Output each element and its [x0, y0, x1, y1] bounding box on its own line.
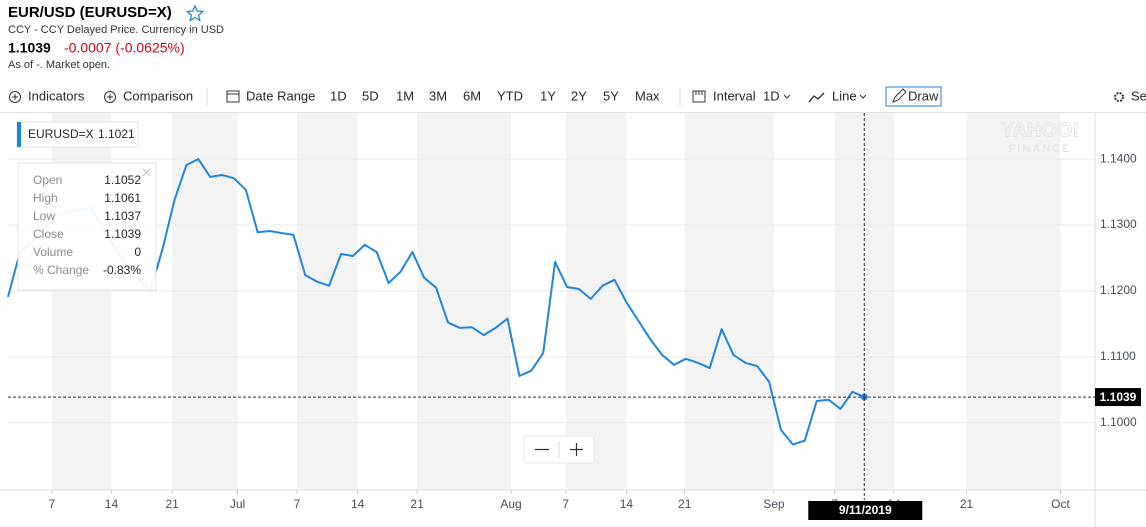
- x-tick-label: Aug: [500, 497, 521, 511]
- zoom-in[interactable]: [570, 443, 583, 456]
- icon: [9, 91, 21, 103]
- tooltip-value: 1.1039: [104, 227, 141, 241]
- x-tick-label: 21: [678, 497, 692, 511]
- y-tick-label: 1.1100: [1100, 349, 1136, 363]
- tooltip-value: 0: [134, 245, 141, 259]
- toolbar-item[interactable]: 6M: [463, 88, 481, 103]
- toolbar-item[interactable]: 3M: [429, 88, 447, 103]
- tooltip-close[interactable]: [142, 168, 151, 177]
- x-tick-label: Sep: [763, 497, 785, 511]
- x-tick-label: 14: [105, 497, 119, 511]
- toolbar-item[interactable]: Interval: [713, 88, 756, 103]
- icon: [1114, 92, 1124, 102]
- toolbar-item[interactable]: Date Range: [246, 88, 315, 103]
- toolbar-item[interactable]: 2Y: [571, 88, 587, 103]
- toolbar-item[interactable]: Draw: [908, 88, 939, 103]
- tooltip-box: [17, 162, 157, 291]
- x-tick-label: 7: [562, 497, 569, 511]
- x-tick-label: Oct: [1051, 497, 1070, 511]
- chevron: [783, 94, 791, 99]
- toolbar-item[interactable]: Indicators: [28, 88, 85, 103]
- icon: [695, 91, 703, 95]
- toolbar-item[interactable]: 1Y: [540, 88, 556, 103]
- icon: [808, 92, 825, 103]
- tooltip-label: % Change: [33, 263, 89, 277]
- legend-value: 1.1021: [98, 127, 135, 141]
- week-band: [565, 113, 627, 490]
- toolbar-item[interactable]: Max: [635, 88, 660, 103]
- legend-box: [16, 121, 139, 148]
- icon: [226, 90, 240, 103]
- quote-change: -0.0007 (-0.0625%): [64, 40, 185, 56]
- toolbar-item[interactable]: YTD: [497, 88, 523, 103]
- watermark: FINANCE: [1009, 143, 1072, 155]
- toolbar-item[interactable]: Line: [832, 88, 857, 103]
- toolbar-item[interactable]: 1D: [763, 88, 780, 103]
- quote-title: EUR/USD (EURUSD=X): [8, 4, 172, 21]
- current-price-label: 1.1039: [1100, 390, 1137, 404]
- week-band: [966, 113, 1061, 490]
- icon: [104, 91, 116, 103]
- tooltip-label: Low: [33, 209, 55, 223]
- y-tick-label: 1.1300: [1100, 217, 1137, 231]
- toolbar-item[interactable]: 5D: [362, 88, 379, 103]
- watchlist-star[interactable]: [185, 4, 205, 22]
- chevron: [859, 94, 867, 99]
- x-tick-label: 14: [620, 497, 634, 511]
- toolbar-item[interactable]: 5Y: [603, 88, 619, 103]
- x-tick-label: Jul: [230, 497, 245, 511]
- legend-name: EURUSD=X: [28, 127, 94, 141]
- tooltip-label: Open: [33, 173, 62, 187]
- x-tick-label: 14: [351, 497, 365, 511]
- tooltip-value: 1.1037: [104, 209, 141, 223]
- toolbar-item[interactable]: Comparison: [123, 88, 193, 103]
- toolbar-item[interactable]: 1M: [396, 88, 414, 103]
- week-band: [296, 113, 358, 490]
- icon: [107, 94, 113, 100]
- tooltip-label: Close: [33, 227, 64, 241]
- icon: [12, 94, 18, 100]
- icon: [892, 88, 907, 103]
- tooltip-value: -0.83%: [103, 263, 141, 277]
- x-tick-label: 7: [294, 497, 301, 511]
- watermark: YAHOO!: [1001, 119, 1079, 141]
- x-tick-label: 21: [960, 497, 974, 511]
- x-tick-label: 21: [165, 497, 179, 511]
- y-tick-label: 1.1000: [1100, 415, 1137, 429]
- y-tick-label: 1.1400: [1100, 151, 1137, 165]
- week-band: [417, 113, 512, 490]
- tooltip-value: 1.1052: [104, 173, 141, 187]
- x-tick-label: 21: [410, 497, 424, 511]
- toolbar-item[interactable]: 1D: [330, 88, 347, 103]
- tooltip-label: Volume: [33, 245, 73, 259]
- y-tick-label: 1.1200: [1100, 283, 1137, 297]
- legend-swatch: [17, 122, 21, 147]
- tooltip-value: 1.1061: [104, 191, 141, 205]
- toolbar-item[interactable]: Se: [1131, 88, 1146, 103]
- quote-subtitle: CCY - CCY Delayed Price. Currency in USD: [8, 24, 224, 36]
- x-tick-label: 7: [49, 497, 56, 511]
- plot-area: YAHOO! FINANCE 1.1000 1.1100 1.1200 1.1300 1.1…: [0, 113, 1146, 527]
- toolbar: [9, 86, 1124, 107]
- tooltip-label: High: [33, 191, 58, 205]
- crosshair-date-box: [808, 501, 923, 520]
- crosshair-date: 9/11/2019: [839, 503, 892, 517]
- draw-button[interactable]: [885, 86, 942, 107]
- current-price-box: [1095, 388, 1141, 407]
- quote-status: As of -. Market open.: [8, 59, 110, 71]
- quote-price: 1.1039: [8, 40, 51, 56]
- week-band: [684, 113, 774, 490]
